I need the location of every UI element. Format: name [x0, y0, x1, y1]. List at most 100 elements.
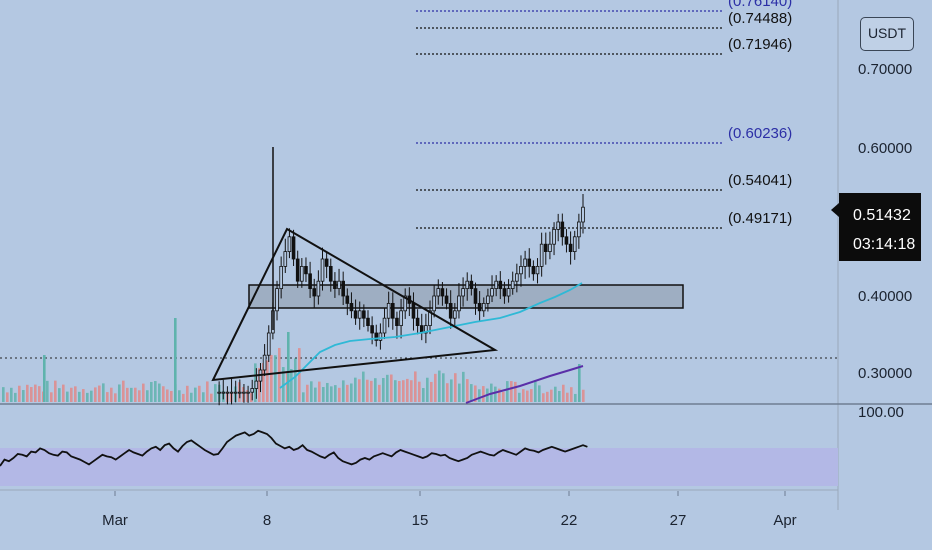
volume-bar	[190, 392, 193, 402]
candle-body	[279, 265, 283, 289]
price-axis-labels: 0.70000 0.60000 0.40000 0.30000	[858, 61, 912, 382]
candle-body	[333, 280, 337, 290]
candle-body	[328, 265, 333, 282]
volume-bar	[186, 385, 189, 402]
volume-bar	[558, 390, 561, 402]
volume-bar	[10, 387, 13, 402]
volume-bar	[142, 383, 145, 402]
candle-body	[577, 221, 581, 238]
candle-body	[262, 354, 267, 371]
volume-bar	[26, 384, 29, 402]
volume-bar	[554, 386, 557, 402]
candle-body	[556, 221, 560, 230]
volume-bar	[274, 355, 277, 402]
volume-bar	[6, 392, 9, 402]
candle-body	[382, 317, 387, 334]
volume-bar	[50, 392, 53, 402]
volume-bar	[390, 374, 393, 402]
volume-bar	[534, 380, 537, 402]
volume-bar	[334, 385, 337, 402]
candlesticks	[217, 193, 585, 406]
candle-body	[242, 391, 246, 394]
volume-bar	[34, 384, 37, 402]
volume-bar	[562, 384, 565, 402]
volume-bar	[30, 387, 33, 402]
volume-bar	[94, 387, 97, 402]
candle-body	[386, 302, 391, 319]
volume-bar	[78, 391, 81, 402]
volume-bar	[106, 392, 109, 402]
candle-body	[246, 391, 250, 394]
volume-bar	[43, 355, 46, 402]
candle-body	[225, 391, 230, 394]
volume-bar	[566, 392, 569, 402]
candle-body	[308, 273, 312, 289]
volume-bar	[90, 390, 93, 402]
volume-bar	[458, 383, 461, 402]
rsi-tick-label: 100.00	[858, 404, 904, 421]
volume-bar	[318, 381, 321, 402]
volume-bar	[114, 393, 117, 402]
candle-body	[415, 317, 420, 327]
volume-bar	[574, 393, 577, 402]
time-tick-label: 27	[670, 512, 687, 529]
candle-body	[457, 295, 461, 312]
candle-body	[424, 325, 428, 334]
candle-body	[535, 265, 540, 275]
fib-label: (0.74488)	[728, 10, 792, 27]
volume-bar	[382, 378, 385, 402]
volume-bar	[530, 389, 533, 402]
currency-button[interactable]: USDT	[860, 17, 914, 51]
volume-bar	[358, 379, 361, 402]
volume-bar	[314, 387, 317, 402]
fib-label: (0.54041)	[728, 172, 792, 189]
volume-bar	[278, 347, 281, 402]
candle-body	[312, 288, 317, 297]
volume-bar	[362, 371, 365, 402]
candle-body	[357, 310, 362, 319]
price-tick-label: 0.30000	[858, 365, 912, 382]
volume-bar	[546, 391, 549, 402]
candle-body	[515, 273, 519, 282]
volume-bar	[494, 386, 497, 402]
candle-body	[374, 332, 379, 341]
volume-bar	[550, 389, 553, 402]
volume-bar	[14, 392, 17, 402]
candle-body	[465, 280, 470, 290]
volume-bar	[98, 385, 101, 402]
candle-body	[291, 236, 296, 260]
volume-bar	[122, 380, 125, 402]
candle-body	[510, 280, 515, 290]
time-tick-label: Mar	[102, 512, 128, 529]
volume-bar	[510, 381, 513, 402]
candle-body	[436, 288, 441, 297]
volume-bar	[386, 374, 389, 402]
volume-bars	[2, 318, 585, 402]
volume-bar	[570, 387, 573, 402]
candle-body	[221, 391, 226, 394]
candle-body	[295, 258, 300, 282]
volume-bar	[58, 388, 61, 402]
volume-bar	[150, 381, 153, 402]
volume-bar	[442, 373, 445, 402]
candle-body	[494, 280, 498, 290]
candle-body	[564, 236, 569, 245]
price-tick-label: 0.60000	[858, 140, 912, 157]
volume-bar	[538, 385, 541, 402]
volume-bar	[22, 390, 25, 402]
candle-body	[444, 295, 449, 304]
candle-body	[395, 317, 399, 327]
time-tick-label: 15	[412, 512, 429, 529]
volume-bar	[354, 377, 357, 402]
volume-bar	[202, 392, 205, 402]
volume-bar	[514, 381, 517, 402]
candle-body	[217, 391, 221, 394]
bar-countdown-label: 03:14:18	[853, 236, 916, 253]
volume-bar	[350, 383, 353, 402]
volume-bar	[170, 390, 173, 402]
volume-bar	[118, 384, 121, 402]
candle-body	[238, 391, 242, 394]
triangle-pattern[interactable]	[211, 227, 499, 382]
volume-bar	[446, 383, 449, 402]
